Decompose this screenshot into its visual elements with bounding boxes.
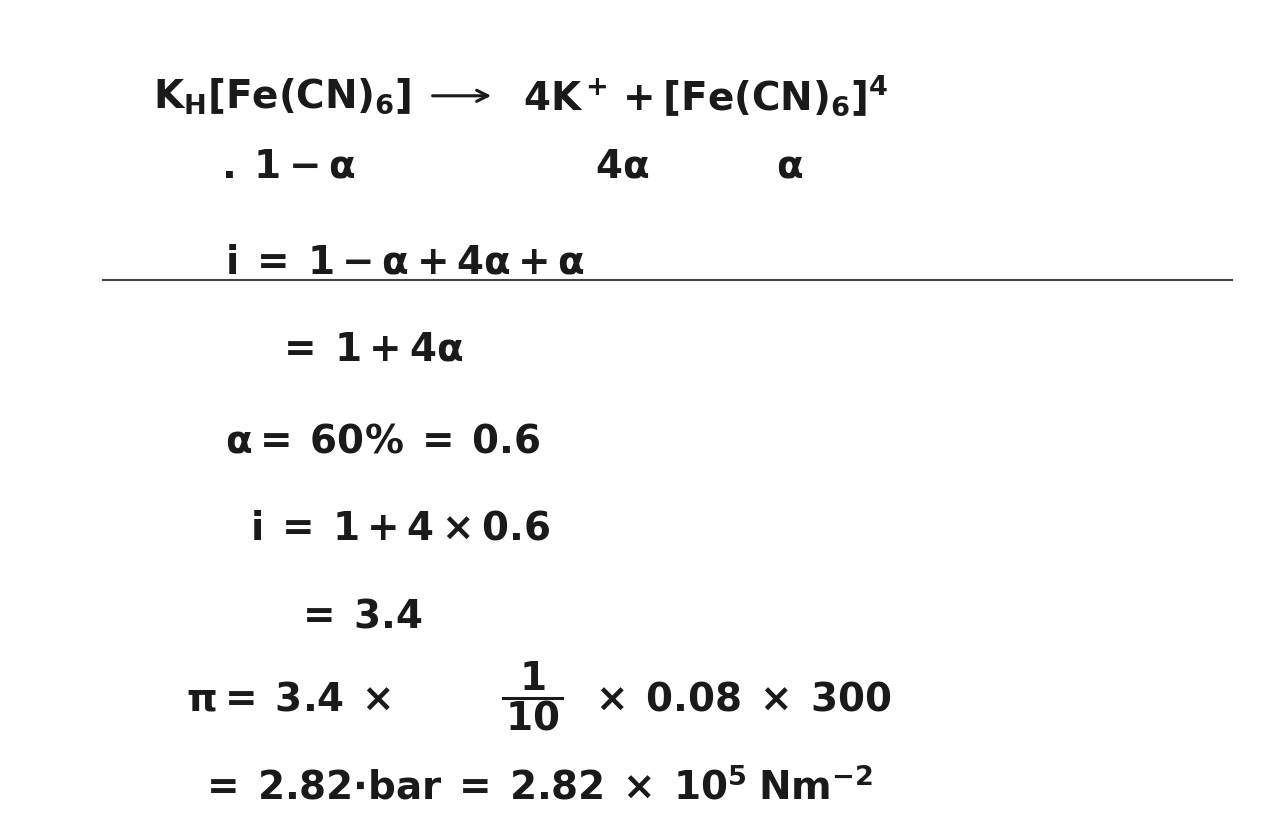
Text: $\mathbf{i\;=\;1+4\times 0.6}$: $\mathbf{i\;=\;1+4\times 0.6}$ — [250, 510, 550, 548]
Text: $\mathbf{.\;1-\alpha}$: $\mathbf{.\;1-\alpha}$ — [222, 147, 355, 186]
Text: $\mathbf{=\;2.82{\cdot}bar\;=\;2.82\;\times\;10^5\;Nm^{-2}}$: $\mathbf{=\;2.82{\cdot}bar\;=\;2.82\;\ti… — [199, 767, 872, 807]
Text: $\mathbf{10}$: $\mathbf{10}$ — [506, 699, 559, 737]
Text: $\mathbf{=\;3.4}$: $\mathbf{=\;3.4}$ — [295, 597, 422, 636]
Text: $\mathbf{K_H[Fe(CN)_6]}$: $\mathbf{K_H[Fe(CN)_6]}$ — [153, 76, 412, 116]
Text: $\mathbf{i\;=\;1-\alpha+4\alpha+\alpha}$: $\mathbf{i\;=\;1-\alpha+4\alpha+\alpha}$ — [225, 243, 584, 282]
Text: $\mathbf{\;\times\;0.08\;\times\;300}$: $\mathbf{\;\times\;0.08\;\times\;300}$ — [577, 681, 892, 719]
Text: $\mathbf{4K^+ + [Fe(CN)_6]^4}$: $\mathbf{4K^+ + [Fe(CN)_6]^4}$ — [523, 73, 888, 118]
Text: $\mathbf{=\;1+4\alpha}$: $\mathbf{=\;1+4\alpha}$ — [276, 331, 463, 369]
Text: $\mathbf{1}$: $\mathbf{1}$ — [520, 660, 545, 698]
Text: $\mathbf{\alpha}$: $\mathbf{\alpha}$ — [775, 147, 803, 186]
Text: $\mathbf{4\alpha}$: $\mathbf{4\alpha}$ — [595, 147, 649, 186]
Text: $\mathbf{\alpha=\;60\%\;=\;0.6}$: $\mathbf{\alpha=\;60\%\;=\;0.6}$ — [225, 422, 540, 461]
Text: $\mathbf{\pi=\;3.4\;\times}$: $\mathbf{\pi=\;3.4\;\times}$ — [186, 681, 391, 719]
